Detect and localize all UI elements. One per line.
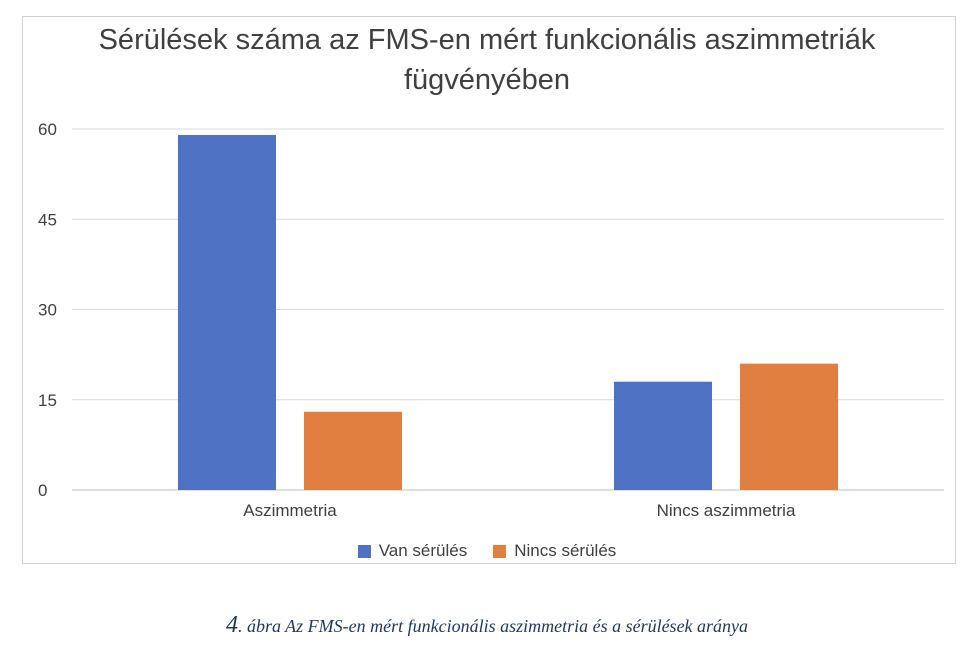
bar-van-serules-aszimmetria [178,135,276,490]
legend-item-nincs-serules: Nincs sérülés [493,541,616,561]
legend-label-van-serules: Van sérülés [378,541,468,560]
legend-swatch-van-serules [357,544,371,558]
bar-nincs-serules-nincs-aszimmetria [740,363,838,490]
y-tick-label-15: 15 [38,391,57,410]
bar-nincs-serules-aszimmetria [304,411,402,490]
legend-swatch-nincs-serules [493,544,507,558]
y-tick-label-60: 60 [38,120,57,139]
x-category-label-nincs-aszimmetria: Nincs aszimmetria [657,501,796,520]
bar-van-serules-nincs-aszimmetria [614,381,712,490]
y-tick-label-45: 45 [38,210,57,229]
chart-title-line-2: fügvényében [403,64,571,96]
legend: Van sérülés Nincs sérülés [0,541,974,561]
legend-item-van-serules: Van sérülés [357,541,468,561]
x-axis-categories: Aszimmetria Nincs aszimmetria [243,501,796,520]
legend-label-nincs-serules: Nincs sérülés [514,541,617,560]
figure-caption: 4. ábra Az FMS-en mért funkcionális aszi… [0,612,974,639]
chart-title-line-1: Sérülések száma az FMS-en mért funkcioná… [98,24,876,56]
y-axis-ticks: 0 15 30 45 60 [38,120,57,500]
bars [178,135,838,490]
y-tick-label-0: 0 [38,481,47,500]
x-category-label-aszimmetria: Aszimmetria [243,501,337,520]
y-tick-label-30: 30 [38,301,57,320]
caption-text: . ábra Az FMS-en mért funkcionális aszim… [237,616,749,636]
chart-title: Sérülések száma az FMS-en mért funkcioná… [0,20,974,100]
caption-number: 4 [225,612,238,638]
